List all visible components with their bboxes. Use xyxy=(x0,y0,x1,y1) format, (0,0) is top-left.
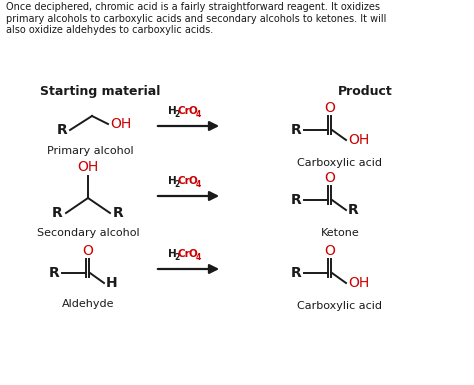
Text: H: H xyxy=(168,176,176,186)
Text: R: R xyxy=(291,193,302,207)
Text: 4: 4 xyxy=(195,110,201,119)
Text: 2: 2 xyxy=(174,253,180,262)
Text: H: H xyxy=(168,249,176,259)
Text: R: R xyxy=(52,206,63,220)
Text: Cr: Cr xyxy=(178,249,191,259)
Text: H: H xyxy=(106,276,118,290)
Text: OH: OH xyxy=(348,133,369,147)
Text: 4: 4 xyxy=(195,180,201,189)
Text: OH: OH xyxy=(348,276,369,290)
Text: O: O xyxy=(189,249,197,259)
Text: Carboxylic acid: Carboxylic acid xyxy=(298,301,383,311)
Text: O: O xyxy=(325,244,336,258)
Text: R: R xyxy=(291,123,302,137)
Text: O: O xyxy=(325,171,336,185)
Text: Primary alcohol: Primary alcohol xyxy=(46,146,133,156)
Text: O: O xyxy=(189,176,197,186)
Text: Cr: Cr xyxy=(178,106,191,116)
Text: 2: 2 xyxy=(174,180,180,189)
Text: O: O xyxy=(325,101,336,115)
Text: OH: OH xyxy=(77,160,99,174)
Text: Cr: Cr xyxy=(178,176,191,186)
Text: R: R xyxy=(49,266,60,280)
Text: R: R xyxy=(113,206,124,220)
Text: R: R xyxy=(57,123,68,137)
Text: 2: 2 xyxy=(174,110,180,119)
Text: R: R xyxy=(348,203,359,217)
Text: O: O xyxy=(82,244,93,258)
Text: Carboxylic acid: Carboxylic acid xyxy=(298,158,383,168)
Text: Secondary alcohol: Secondary alcohol xyxy=(36,228,139,238)
Text: Aldehyde: Aldehyde xyxy=(62,299,114,309)
Text: Ketone: Ketone xyxy=(320,228,359,238)
Text: H: H xyxy=(168,106,176,116)
Text: Once deciphered, chromic acid is a fairly straightforward reagent. It oxidizes
p: Once deciphered, chromic acid is a fairl… xyxy=(6,2,386,35)
Text: R: R xyxy=(291,266,302,280)
Text: OH: OH xyxy=(110,117,131,131)
Text: Starting material: Starting material xyxy=(40,85,160,98)
Text: 4: 4 xyxy=(195,253,201,262)
Text: Product: Product xyxy=(337,85,392,98)
Text: O: O xyxy=(189,106,197,116)
